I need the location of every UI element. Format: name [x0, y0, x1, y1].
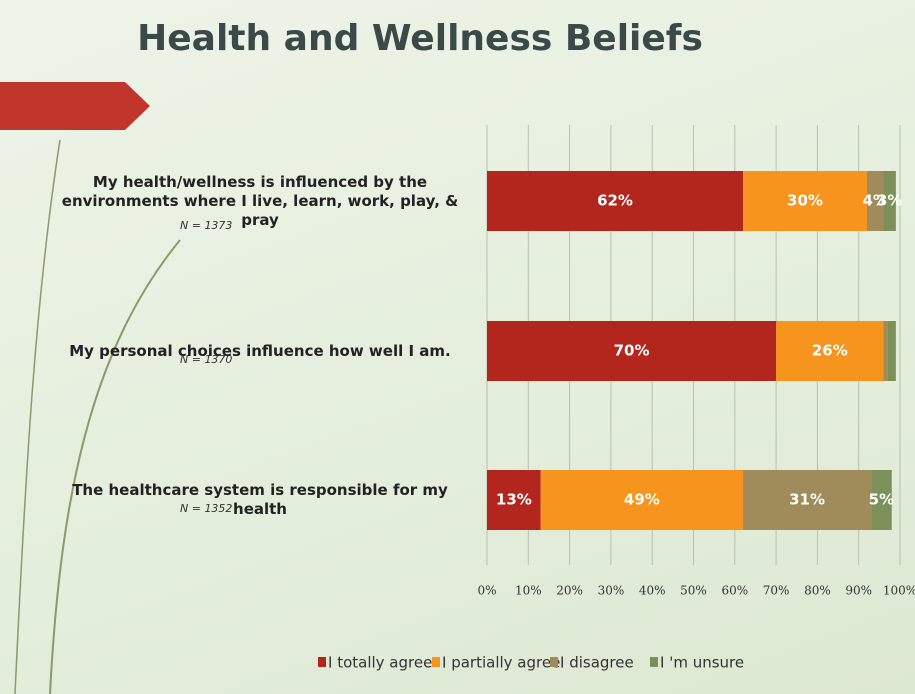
legend-label: I totally agree: [328, 654, 432, 672]
bar-segment: [743, 470, 872, 530]
data-label: 5%: [869, 491, 894, 509]
bar-segment: [487, 321, 777, 381]
x-tick-label: 70%: [763, 584, 790, 598]
data-label: 62%: [597, 192, 633, 210]
arrow-decoration: [0, 82, 150, 130]
bar-segment: [866, 171, 884, 231]
x-tick-label: 50%: [680, 584, 707, 598]
category-label: The healthcare system is responsible for…: [72, 481, 448, 518]
sample-size: N = 1352: [180, 502, 233, 515]
sample-size: N = 1370: [180, 353, 233, 366]
legend-marker: [650, 657, 658, 667]
x-tick-label: 90%: [845, 584, 872, 598]
bar-segment: [540, 470, 744, 530]
decoration-line: [14, 139, 61, 694]
legend-label: I disagree: [560, 654, 634, 672]
legend-marker: [432, 657, 440, 667]
x-tick-label: 100%: [883, 584, 915, 598]
x-tick-label: 60%: [721, 584, 748, 598]
data-label: 13%: [496, 491, 532, 509]
data-label: 49%: [624, 491, 660, 509]
bar-segment: [887, 321, 896, 381]
data-label: 3%: [877, 192, 902, 210]
bar-segment: [743, 171, 867, 231]
legend-label: I 'm unsure: [660, 654, 744, 672]
category-label: My personal choices influence how well I…: [69, 341, 451, 360]
bar-segment: [776, 321, 884, 381]
x-tick-label: 40%: [639, 584, 666, 598]
category-label: My health/wellness is influenced by the …: [61, 172, 459, 229]
data-label: 30%: [787, 192, 823, 210]
bar-segment: [487, 470, 541, 530]
x-tick-label: 20%: [556, 584, 583, 598]
data-label: 4%: [862, 192, 887, 210]
legend-label: I partially agree: [442, 654, 560, 672]
bar-segment: [487, 171, 744, 231]
x-tick-label: 10%: [515, 584, 542, 598]
x-tick-label: 80%: [804, 584, 831, 598]
bar-segment: [883, 171, 896, 231]
x-tick-label: 30%: [598, 584, 625, 598]
decoration-line: [49, 239, 181, 694]
sample-size: N = 1373: [180, 219, 233, 232]
legend-marker: [318, 657, 326, 667]
data-label: 26%: [812, 342, 848, 360]
data-label: 70%: [614, 342, 650, 360]
x-tick-label: 0%: [477, 584, 496, 598]
legend-marker: [550, 657, 558, 667]
bar-segment: [883, 321, 888, 381]
chart-title: Health and Wellness Beliefs: [137, 18, 703, 59]
data-label: 31%: [789, 491, 825, 509]
bar-segment: [871, 470, 892, 530]
